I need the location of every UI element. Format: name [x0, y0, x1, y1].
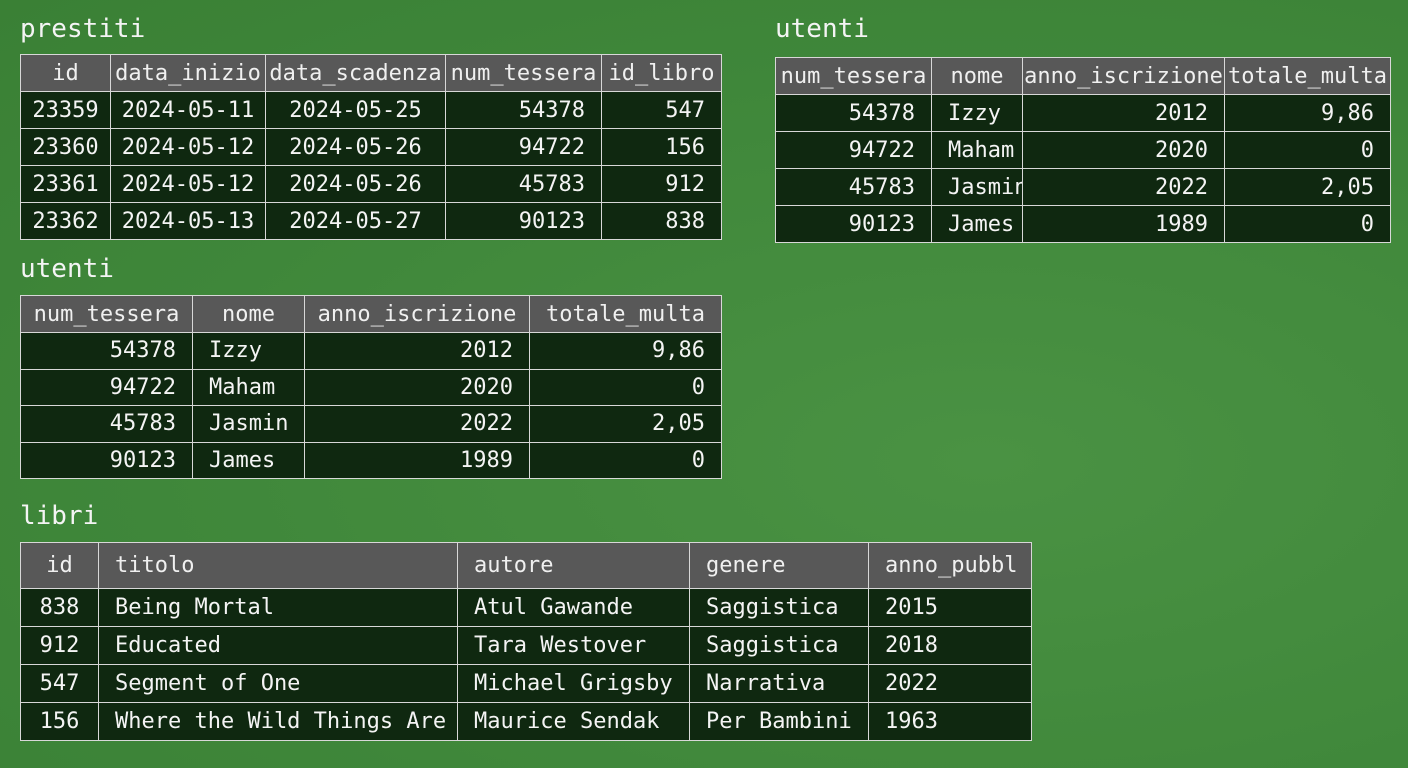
table-cell: Narrativa: [689, 664, 869, 703]
table-cell: Jasmin: [192, 405, 305, 443]
table-cell: 2022: [1022, 168, 1225, 206]
table-cell: 45783: [445, 165, 602, 203]
table-cell: 2024-05-27: [265, 202, 446, 240]
table-cell: 9,86: [1224, 94, 1391, 132]
table-cell: 2012: [1022, 94, 1225, 132]
table-cell: 23360: [20, 128, 111, 166]
table-cell: Tara Westover: [457, 626, 690, 665]
table-cell: 2024-05-26: [265, 165, 446, 203]
table-cell: 23361: [20, 165, 111, 203]
table-cell: 2024-05-13: [110, 202, 266, 240]
column-header: num_tessera: [20, 295, 193, 333]
column-header: data_scadenza: [265, 54, 446, 92]
table-title: prestiti: [20, 14, 146, 44]
table-cell: Maurice Sendak: [457, 702, 690, 741]
table-cell: 1989: [304, 441, 530, 479]
table-cell: 156: [20, 702, 99, 741]
table-cell: Per Bambini: [689, 702, 869, 741]
column-header: anno_iscrizione: [1022, 57, 1225, 95]
table-cell: 2020: [1022, 131, 1225, 169]
table-cell: James: [931, 205, 1023, 243]
table-cell: 2020: [304, 368, 530, 406]
table-cell: 1963: [868, 702, 1032, 741]
column-header: num_tessera: [445, 54, 602, 92]
column-header: data_inizio: [110, 54, 266, 92]
column-header: genere: [689, 542, 869, 589]
table-cell: 90123: [20, 441, 193, 479]
table-cell: 2024-05-12: [110, 165, 266, 203]
table-cell: James: [192, 441, 305, 479]
table-cell: 2024-05-11: [110, 91, 266, 129]
table-cell: 547: [601, 91, 722, 129]
table-cell: 838: [20, 588, 99, 627]
table-cell: Saggistica: [689, 626, 869, 665]
table-cell: 45783: [20, 405, 193, 443]
table-cell: 45783: [775, 168, 932, 206]
table-cell: 2015: [868, 588, 1032, 627]
column-header: id: [20, 542, 99, 589]
table-cell: 2022: [868, 664, 1032, 703]
column-header: totale_multa: [1224, 57, 1391, 95]
table-cell: 23359: [20, 91, 111, 129]
table-cell: 90123: [775, 205, 932, 243]
table-cell: Izzy: [931, 94, 1023, 132]
table-cell: Atul Gawande: [457, 588, 690, 627]
table-cell: 94722: [20, 368, 193, 406]
column-header: anno_pubbl: [868, 542, 1032, 589]
column-header: autore: [457, 542, 690, 589]
table-cell: 0: [529, 368, 722, 406]
table-cell: Izzy: [192, 332, 305, 370]
table-cell: 0: [1224, 205, 1391, 243]
table-title: utenti: [775, 14, 869, 44]
column-header: nome: [931, 57, 1023, 95]
table-cell: 54378: [445, 91, 602, 129]
table-cell: 54378: [20, 332, 193, 370]
table-cell: Segment of One: [98, 664, 458, 703]
table-cell: 2022: [304, 405, 530, 443]
table-cell: 912: [20, 626, 99, 665]
table-cell: Maham: [192, 368, 305, 406]
table-cell: 838: [601, 202, 722, 240]
table-cell: 94722: [775, 131, 932, 169]
table-cell: 2024-05-12: [110, 128, 266, 166]
table-cell: 2,05: [529, 405, 722, 443]
column-header: titolo: [98, 542, 458, 589]
table-cell: 94722: [445, 128, 602, 166]
table-title: utenti: [20, 254, 114, 284]
table-title: libri: [20, 501, 99, 531]
table-cell: Michael Grigsby: [457, 664, 690, 703]
table-cell: Educated: [98, 626, 458, 665]
table-cell: Saggistica: [689, 588, 869, 627]
table-cell: Where the Wild Things Are: [98, 702, 458, 741]
table-cell: 2,05: [1224, 168, 1391, 206]
column-header: nome: [192, 295, 305, 333]
table-cell: 23362: [20, 202, 111, 240]
table-cell: 9,86: [529, 332, 722, 370]
table-cell: 2018: [868, 626, 1032, 665]
table-cell: 547: [20, 664, 99, 703]
table-cell: 1989: [1022, 205, 1225, 243]
table-cell: Maham: [931, 131, 1023, 169]
table-cell: Jasmin: [931, 168, 1023, 206]
table-cell: 0: [529, 441, 722, 479]
table-cell: 2012: [304, 332, 530, 370]
column-header: id_libro: [601, 54, 722, 92]
table-cell: 0: [1224, 131, 1391, 169]
table-cell: 2024-05-25: [265, 91, 446, 129]
table-cell: 90123: [445, 202, 602, 240]
table-cell: 54378: [775, 94, 932, 132]
column-header: id: [20, 54, 111, 92]
table-cell: 2024-05-26: [265, 128, 446, 166]
table-cell: 156: [601, 128, 722, 166]
table-cell: Being Mortal: [98, 588, 458, 627]
column-header: num_tessera: [775, 57, 932, 95]
column-header: totale_multa: [529, 295, 722, 333]
table-cell: 912: [601, 165, 722, 203]
column-header: anno_iscrizione: [304, 295, 530, 333]
